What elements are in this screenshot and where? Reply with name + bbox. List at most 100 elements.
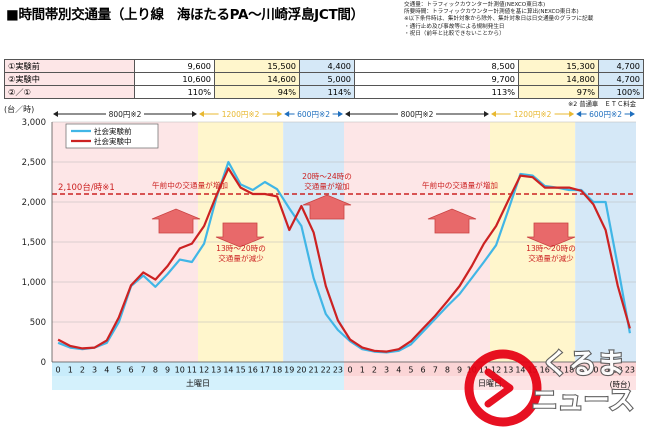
annotation-text: 交通量が減少: [218, 253, 264, 263]
fare-arrow-head: [569, 111, 575, 117]
annotation-arrow: [427, 208, 477, 234]
x-tick-label: 12: [199, 366, 209, 375]
x-strip-weekday: [198, 362, 344, 376]
fare-arrow-head: [576, 111, 582, 117]
fare-arrow-head: [53, 111, 58, 117]
fare-label: 800円※2: [401, 110, 434, 119]
series-line-1: [57, 167, 631, 353]
x-tick-label: 22: [321, 366, 331, 375]
note-line: 所要時間：トラフィックカウンター計測値を基に算出(NEXCO東日本): [404, 9, 579, 16]
x-tick-label: 22: [613, 366, 623, 375]
x-strip-sunday: [344, 362, 636, 376]
summary-cell: 97%: [518, 85, 599, 99]
fare-note: ※2 普通車 ＥＴＣ料金: [568, 99, 637, 108]
note-line: ・祝日（前年と比較できないことから）: [404, 30, 505, 37]
x-tick-label: 7: [433, 366, 438, 375]
y-tick-label: 3,000: [22, 118, 46, 128]
y-tick-label: 1,500: [22, 238, 46, 248]
fare-label: 800円※2: [109, 110, 142, 119]
x-tick-label: 9: [457, 366, 462, 375]
x-tick-label: 9: [165, 366, 170, 375]
fare-label: 600円※2: [589, 110, 622, 119]
x-tick-label: 13: [211, 366, 221, 375]
summary-row: ②／① 110% 94% 114% 113% 97% 100%: [4, 85, 644, 99]
page-title: ■時間帯別交通量（上り線 海ほたるPA～川崎浮島JCT間）: [6, 7, 364, 23]
fare-label: 1200円※2: [514, 110, 552, 119]
x-tick-label: 14: [515, 366, 525, 375]
summary-row: ①実験前 9,600 15,500 4,400 8,500 15,300 4,700: [4, 59, 644, 73]
x-tick-label: 11: [187, 366, 197, 375]
x-tick-label: 12: [491, 366, 501, 375]
x-tick-label: 0: [348, 366, 353, 375]
summary-cell: 114%: [299, 85, 355, 99]
day-band-sunday: [344, 376, 636, 390]
x-tick-label: 8: [153, 366, 158, 375]
annotation-text: 交通量が減少: [528, 253, 574, 263]
reference-label: 2,100台/時※1: [58, 182, 115, 193]
y-tick-label: 2,000: [22, 198, 46, 208]
x-tick-label: 20: [588, 366, 598, 375]
x-tick-label: 3: [384, 366, 389, 375]
x-tick-label: 21: [308, 366, 318, 375]
y-tick-label: 2,500: [22, 158, 46, 168]
source-notes: 交通量：トラフィックカウンター計測値(NEXCO東日本) 所要時間：トラフィック…: [404, 2, 593, 38]
x-tick-label: 2: [372, 366, 377, 375]
summary-cell: 100%: [598, 85, 644, 99]
x-strip-weekday: [52, 362, 198, 376]
x-tick-label: 13: [503, 366, 513, 375]
fare-arrow-head: [277, 111, 283, 117]
y-tick-label: 0: [41, 358, 46, 368]
x-tick-label: 20: [296, 366, 306, 375]
x-tick-label: 19: [284, 366, 294, 375]
x-tick-label: 6: [421, 366, 426, 375]
fare-label-bg: [106, 108, 144, 120]
fare-label-bg: [510, 108, 555, 120]
x-tick-label: 4: [104, 366, 109, 375]
day-label: 日曜日: [478, 379, 502, 388]
summary-row-label: ②実験中: [4, 72, 135, 86]
x-tick-label: 10: [175, 366, 185, 375]
fare-arrow-head: [338, 111, 343, 117]
day-band-saturday: [52, 376, 344, 390]
x-tick-label: 23: [333, 366, 343, 375]
legend-box: [65, 123, 159, 149]
x-tick-label: 19: [576, 366, 586, 375]
x-tick-label: 6: [129, 366, 134, 375]
legend-label: 社会実験中: [94, 136, 132, 146]
fare-label: 1200円※2: [222, 110, 260, 119]
fare-label-bg: [398, 108, 436, 120]
x-tick-label: 14: [223, 366, 233, 375]
x-tick-label: 1: [360, 366, 365, 375]
y-tick-label: 1,000: [22, 278, 46, 288]
annotation-arrow: [215, 222, 265, 248]
fare-arrow-head: [192, 111, 197, 117]
x-tick-label: 3: [92, 366, 97, 375]
x-tick-label: 23: [625, 366, 635, 375]
fare-arrow-head: [491, 111, 496, 117]
x-tick-label: 18: [272, 366, 282, 375]
x-tick-label: 0: [56, 366, 61, 375]
x-tick-label: 1: [68, 366, 73, 375]
logo-chevron: [484, 368, 514, 408]
note-line: 交通量：トラフィックカウンター計測値(NEXCO東日本): [404, 2, 546, 8]
x-tick-label: 5: [116, 366, 121, 375]
fare-arrow-head: [199, 111, 204, 117]
annotation-text: 交通量が増加: [304, 181, 350, 191]
summary-cell: 4,400: [299, 59, 355, 73]
x-tick-label: 17: [552, 366, 562, 375]
y-tick-label: 500: [30, 318, 46, 328]
annotation-text: 13時～20時の: [216, 244, 266, 253]
summary-cell: 94%: [214, 85, 300, 99]
summary-cell: 14,800: [518, 72, 599, 86]
annotation-text: 午前中の交通量が増加: [152, 180, 228, 190]
x-tick-label: 15: [235, 366, 245, 375]
fare-label-bg: [586, 108, 625, 120]
x-tick-label: 8: [445, 366, 450, 375]
x-tick-label: 2: [80, 366, 85, 375]
fare-arrow-head: [284, 111, 290, 117]
x-tick-label: 5: [408, 366, 413, 375]
x-tick-label: 17: [260, 366, 270, 375]
annotation-text: 午前中の交通量が増加: [422, 180, 498, 190]
x-tick-label: 21: [600, 366, 610, 375]
